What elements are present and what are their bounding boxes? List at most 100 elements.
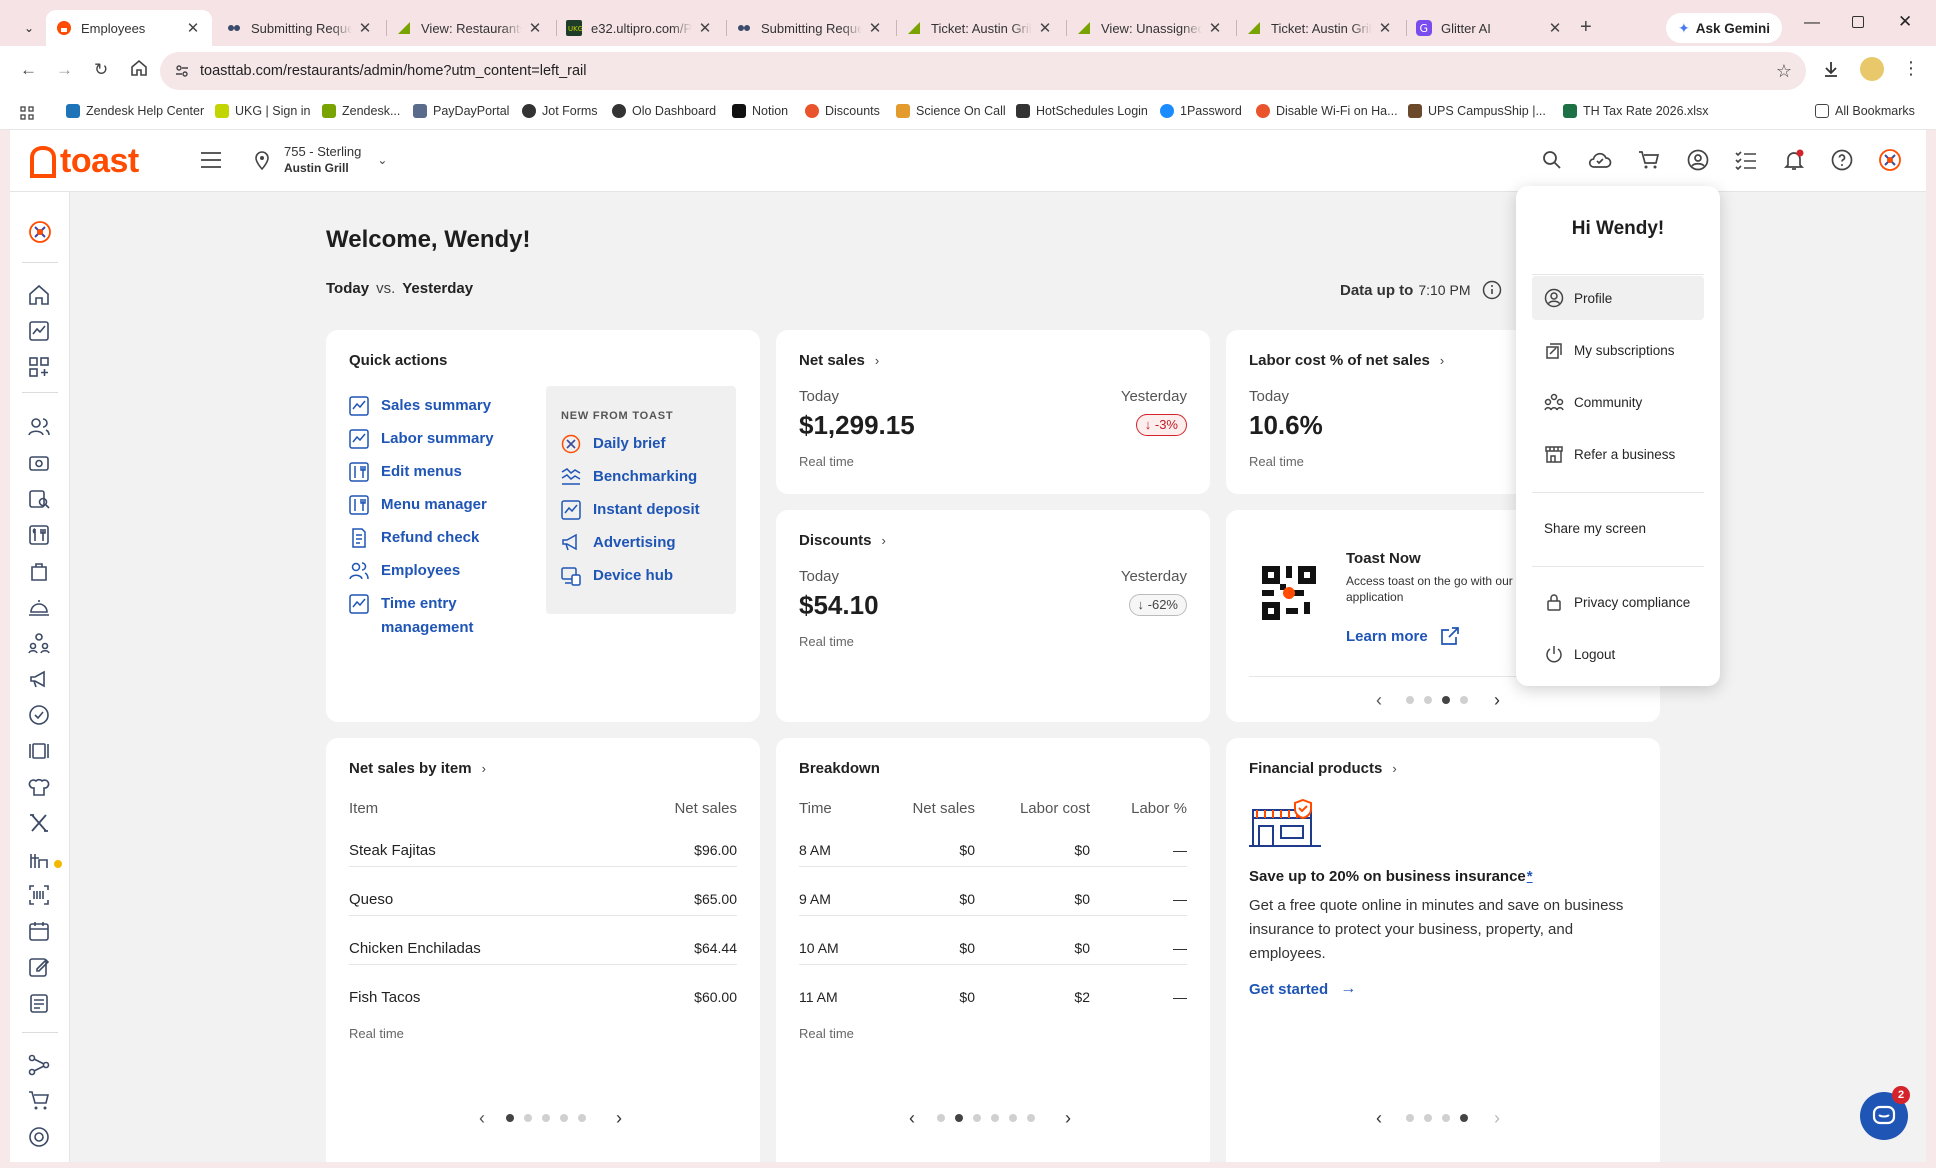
close-tab-icon[interactable]: ✕: [1378, 20, 1392, 37]
location-selector[interactable]: 755 - Sterling Austin Grill ⌄: [254, 144, 387, 176]
quick-action-sales-summary[interactable]: Sales summary: [349, 394, 491, 418]
tab-ticket-austin-grill-2[interactable]: Ticket: Austin Grill ✕: [1236, 10, 1404, 46]
menu-item-logout[interactable]: Logout: [1532, 632, 1704, 676]
apps-grid-icon[interactable]: [20, 106, 34, 120]
new-daily-brief[interactable]: Daily brief: [561, 432, 666, 456]
address-bar[interactable]: toasttab.com/restaurants/admin/home?utm_…: [160, 52, 1806, 90]
search-icon[interactable]: [1542, 150, 1562, 170]
bookmark-star-icon[interactable]: ☆: [1775, 61, 1792, 81]
menu-item-refer-business[interactable]: Refer a business: [1532, 432, 1704, 476]
tab-glitter-ai[interactable]: G Glitter AI ✕: [1406, 10, 1574, 46]
hamburger-menu-icon[interactable]: [200, 152, 222, 168]
back-arrow-icon[interactable]: ←: [20, 60, 37, 79]
inventory-rail-icon[interactable]: [28, 848, 52, 872]
tab-employees[interactable]: Employees ✕: [46, 10, 212, 46]
integrations-rail-icon[interactable]: [28, 812, 52, 836]
carousel-dot[interactable]: [1027, 1114, 1035, 1122]
bookmark-disable-wifi[interactable]: Disable Wi-Fi on Ha...: [1256, 104, 1398, 118]
card-title[interactable]: Net sales by item ›: [349, 760, 486, 777]
carousel-dot[interactable]: [955, 1114, 963, 1122]
card-title[interactable]: Financial products ›: [1249, 760, 1397, 777]
menu-item-profile[interactable]: Profile: [1532, 276, 1704, 320]
carousel-dot[interactable]: [542, 1114, 550, 1122]
menu-item-subscriptions[interactable]: My subscriptions: [1532, 328, 1704, 372]
carousel-dot[interactable]: [973, 1114, 981, 1122]
marketing-rail-icon[interactable]: [28, 668, 52, 692]
dining-rail-icon[interactable]: [28, 740, 52, 764]
finance-search-rail-icon[interactable]: [28, 488, 52, 512]
disclaimer-asterisk-link[interactable]: *: [1526, 868, 1533, 885]
home-icon[interactable]: [130, 59, 148, 77]
new-benchmarking[interactable]: Benchmarking: [561, 465, 697, 489]
carousel-prev-icon[interactable]: ‹: [1376, 690, 1382, 710]
bookmark-paydayportal[interactable]: PayDayPortal: [413, 104, 509, 118]
cloud-sync-icon[interactable]: [1588, 150, 1612, 170]
carousel-next-icon[interactable]: ›: [1494, 1108, 1500, 1128]
quick-action-time-entry[interactable]: Time entry management: [349, 592, 499, 640]
minimize-icon[interactable]: —: [1804, 14, 1820, 31]
close-tab-icon[interactable]: ✕: [698, 20, 712, 37]
scanner-rail-icon[interactable]: [28, 884, 52, 908]
bookmark-1password[interactable]: 1Password: [1160, 104, 1242, 118]
restore-icon[interactable]: [1852, 16, 1864, 28]
net-sales-card[interactable]: Net sales › Today Yesterday $1,299.15 ↓ -…: [776, 330, 1210, 494]
edit-document-rail-icon[interactable]: [28, 956, 52, 980]
profile-avatar-icon[interactable]: [1860, 57, 1884, 81]
toast-assistant-rail-icon[interactable]: [28, 220, 52, 244]
carousel-dot[interactable]: [1009, 1114, 1017, 1122]
help-icon[interactable]: [1831, 149, 1853, 171]
learn-more-link[interactable]: Learn more: [1346, 626, 1460, 646]
reload-icon[interactable]: ↻: [94, 60, 109, 79]
close-tab-icon[interactable]: ✕: [1548, 20, 1562, 37]
carousel-prev-icon[interactable]: ‹: [479, 1108, 485, 1128]
close-tab-icon[interactable]: ✕: [186, 20, 200, 37]
comparison-selector[interactable]: Today vs. Yesterday: [326, 280, 473, 297]
discounts-card[interactable]: Discounts › Today Yesterday $54.10 ↓ -62%…: [776, 510, 1210, 722]
toast-assistant-icon[interactable]: [1878, 148, 1902, 172]
close-tab-icon[interactable]: ✕: [528, 20, 542, 37]
new-advertising[interactable]: Advertising: [561, 531, 676, 555]
checklist-rail-icon[interactable]: [28, 992, 52, 1016]
kitchen-rail-icon[interactable]: [28, 776, 52, 800]
menu-item-community[interactable]: Community: [1532, 380, 1704, 424]
carousel-dot[interactable]: [991, 1114, 999, 1122]
notifications-bell-icon[interactable]: [1783, 149, 1805, 171]
carousel-dot[interactable]: [1424, 1114, 1432, 1122]
download-icon[interactable]: [1822, 60, 1840, 78]
loyalty-rail-icon[interactable]: [28, 704, 52, 728]
carousel-dot[interactable]: [1460, 696, 1468, 704]
task-list-icon[interactable]: [1735, 150, 1757, 170]
carousel-dot[interactable]: [1406, 696, 1414, 704]
carousel-dot[interactable]: [937, 1114, 945, 1122]
carousel-dot[interactable]: [578, 1114, 586, 1122]
carousel-dot[interactable]: [1424, 696, 1432, 704]
new-device-hub[interactable]: Device hub: [561, 564, 673, 588]
carousel-next-icon[interactable]: ›: [1494, 690, 1500, 710]
close-tab-icon[interactable]: ✕: [358, 20, 372, 37]
carousel-prev-icon[interactable]: ‹: [909, 1108, 915, 1128]
home-rail-icon[interactable]: [28, 284, 52, 308]
ask-gemini-button[interactable]: ✦ Ask Gemini: [1666, 13, 1783, 43]
calendar-rail-icon[interactable]: [28, 920, 52, 944]
bookmark-notion[interactable]: Notion: [732, 104, 788, 118]
bookmark-zendesk[interactable]: Zendesk...: [322, 104, 400, 118]
bookmark-hotschedules[interactable]: HotSchedules Login: [1016, 104, 1148, 118]
account-icon[interactable]: [1687, 149, 1709, 171]
carousel-next-icon[interactable]: ›: [1065, 1108, 1071, 1128]
carousel-next-icon[interactable]: ›: [616, 1108, 622, 1128]
bookmark-discounts[interactable]: Discounts: [805, 104, 880, 118]
tab-view-restaurants[interactable]: View: Restaurants ✕: [386, 10, 554, 46]
apps-rail-icon[interactable]: [28, 356, 52, 380]
tab-submitting-request[interactable]: Submitting Reque ✕: [216, 10, 384, 46]
reports-rail-icon[interactable]: [28, 320, 52, 344]
close-tab-icon[interactable]: ✕: [1038, 20, 1052, 37]
bookmark-ukg[interactable]: UKG | Sign in: [215, 104, 311, 118]
chat-support-button[interactable]: 2: [1860, 1086, 1910, 1140]
site-settings-icon[interactable]: [174, 63, 190, 79]
quick-action-labor-summary[interactable]: Labor summary: [349, 427, 494, 451]
quick-action-menu-manager[interactable]: Menu manager: [349, 493, 487, 517]
info-icon[interactable]: [1482, 280, 1502, 300]
retail-rail-icon[interactable]: [28, 560, 52, 584]
carousel-prev-icon[interactable]: ‹: [1376, 1108, 1382, 1128]
quick-action-employees[interactable]: Employees: [349, 559, 460, 583]
